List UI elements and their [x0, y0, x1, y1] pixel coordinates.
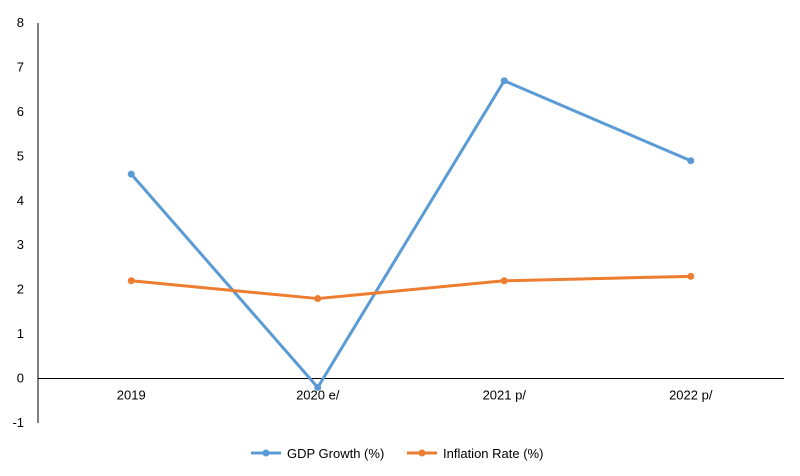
y-tick-label: 5 — [17, 148, 24, 163]
legend-item: GDP Growth (%) — [251, 446, 384, 461]
data-point — [687, 157, 695, 165]
y-tick-label: -1 — [12, 415, 24, 430]
legend-swatch-marker — [262, 449, 270, 457]
x-tick-label: 2021 p/ — [483, 388, 527, 403]
x-tick-label: 2019 — [117, 388, 146, 403]
series-gdp-growth — [127, 77, 695, 391]
data-point — [500, 77, 508, 85]
x-axis-tick-labels: 2019 2020 e/2021 p/2022 p/ — [117, 388, 713, 403]
series-inflation-rate — [127, 272, 695, 303]
y-tick-label: 0 — [17, 371, 24, 386]
data-point — [314, 383, 322, 391]
data-point — [314, 295, 322, 303]
legend-label: GDP Growth (%) — [287, 446, 384, 461]
legend-item: Inflation Rate (%) — [407, 446, 543, 461]
y-tick-label: 7 — [17, 59, 24, 74]
series-line — [129, 274, 693, 301]
data-point — [127, 277, 135, 285]
y-axis-tick-labels: -1 0 1 2 3 4 5 6 7 8 — [12, 15, 24, 430]
legend-swatch-marker — [418, 449, 426, 457]
series-line — [129, 79, 693, 389]
x-tick-label: 2020 e/ — [296, 388, 340, 403]
y-tick-label: 3 — [17, 237, 24, 252]
y-tick-label: 6 — [17, 104, 24, 119]
data-point — [687, 272, 695, 280]
series-layer — [127, 77, 695, 391]
data-point — [500, 277, 508, 285]
data-point — [127, 170, 135, 178]
legend-label: Inflation Rate (%) — [443, 446, 543, 461]
y-tick-label: 4 — [17, 193, 24, 208]
legend: GDP Growth (%) Inflation Rate (%) — [251, 446, 543, 461]
y-tick-label: 2 — [17, 282, 24, 297]
x-tick-label: 2022 p/ — [669, 388, 713, 403]
y-tick-label: 1 — [17, 326, 24, 341]
y-tick-label: 8 — [17, 15, 24, 30]
